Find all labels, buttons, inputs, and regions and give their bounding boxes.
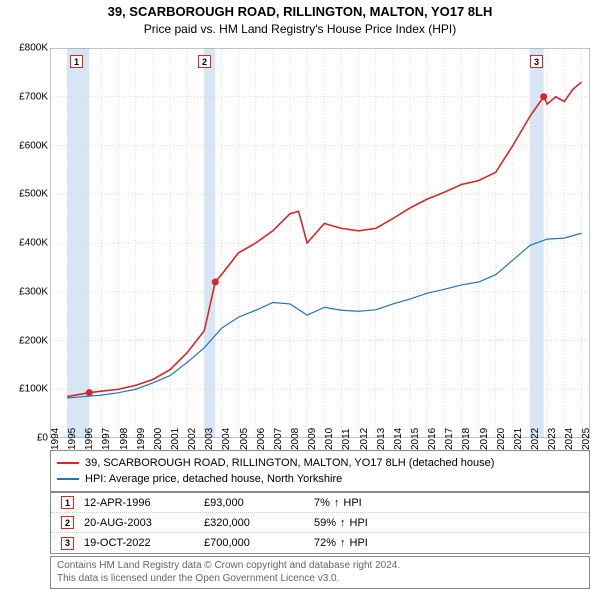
y-axis-tick: £300K [19, 286, 48, 297]
legend-swatch [57, 478, 79, 480]
sale-date: 12-APR-1996 [84, 497, 204, 509]
x-axis-tick: 2004 [221, 428, 232, 450]
x-axis-tick: 2003 [204, 428, 215, 450]
x-axis-tick: 2001 [170, 428, 181, 450]
x-axis-tick: 2007 [273, 428, 284, 450]
x-axis-tick: 2017 [444, 428, 455, 450]
footer-attribution: Contains HM Land Registry data © Crown c… [50, 556, 590, 589]
x-axis-tick: 1996 [84, 428, 95, 450]
sale-marker-box: 1 [61, 496, 74, 509]
footer-line2: This data is licensed under the Open Gov… [57, 573, 583, 586]
x-axis-tick: 2015 [410, 428, 421, 450]
legend: 39, SCARBOROUGH ROAD, RILLINGTON, MALTON… [50, 450, 590, 492]
y-axis-tick: £100K [19, 384, 48, 395]
arrow-up-icon: ↑ [334, 497, 340, 509]
chart-container: 39, SCARBOROUGH ROAD, RILLINGTON, MALTON… [0, 0, 600, 590]
y-axis-tick: £800K [19, 43, 48, 54]
diff-pct: 59% [314, 517, 336, 529]
x-axis-tick: 1995 [67, 428, 78, 450]
x-axis-tick: 2013 [376, 428, 387, 450]
x-axis-tick: 2020 [496, 428, 507, 450]
y-axis-tick: £500K [19, 189, 48, 200]
diff-pct: 72% [314, 537, 336, 549]
chart-title-line1: 39, SCARBOROUGH ROAD, RILLINGTON, MALTON… [0, 4, 600, 19]
sales-table-row: 3 19-OCT-2022£700,00072% ↑ HPI [51, 533, 589, 553]
x-axis-tick: 1999 [136, 428, 147, 450]
y-axis-tick: £400K [19, 238, 48, 249]
sale-marker-1: 1 [70, 55, 83, 68]
diff-label: HPI [343, 497, 361, 509]
x-axis-tick: 2016 [427, 428, 438, 450]
legend-label: HPI: Average price, detached house, Nort… [85, 473, 342, 485]
x-axis-tick: 1994 [50, 428, 61, 450]
x-axis-tick: 1998 [119, 428, 130, 450]
sales-table-row: 2 20-AUG-2003£320,00059% ↑ HPI [51, 513, 589, 533]
x-axis-tick: 2002 [187, 428, 198, 450]
sale-price: £93,000 [204, 497, 314, 509]
legend-item: 39, SCARBOROUGH ROAD, RILLINGTON, MALTON… [57, 455, 583, 471]
x-axis-tick: 2012 [359, 428, 370, 450]
diff-label: HPI [350, 537, 368, 549]
sale-marker-3: 3 [530, 55, 543, 68]
y-axis-tick: £700K [19, 91, 48, 102]
y-axis-tick: £200K [19, 335, 48, 346]
sale-date: 20-AUG-2003 [84, 517, 204, 529]
sale-marker-2: 2 [198, 55, 211, 68]
x-axis-tick: 2023 [547, 428, 558, 450]
x-axis-tick: 2009 [307, 428, 318, 450]
x-axis-tick: 2021 [513, 428, 524, 450]
y-axis-tick: £0 [37, 433, 48, 444]
arrow-up-icon: ↑ [340, 537, 346, 549]
sale-price: £320,000 [204, 517, 314, 529]
sale-diff: 72% ↑ HPI [314, 537, 444, 549]
chart-plot [50, 48, 590, 438]
x-axis-tick: 2011 [341, 428, 352, 450]
x-axis-tick: 2014 [393, 428, 404, 450]
legend-swatch [57, 462, 79, 464]
arrow-up-icon: ↑ [340, 517, 346, 529]
x-axis-tick: 2025 [581, 428, 592, 450]
x-axis-tick: 2019 [479, 428, 490, 450]
x-axis-tick: 2000 [153, 428, 164, 450]
y-axis-tick: £600K [19, 140, 48, 151]
x-axis-tick: 2010 [324, 428, 335, 450]
x-axis-tick: 2006 [256, 428, 267, 450]
x-axis-tick: 2018 [461, 428, 472, 450]
sale-marker-box: 3 [61, 537, 74, 550]
sale-date: 19-OCT-2022 [84, 537, 204, 549]
diff-pct: 7% [314, 497, 330, 509]
x-axis-tick: 1997 [101, 428, 112, 450]
x-axis-tick: 2024 [564, 428, 575, 450]
diff-label: HPI [350, 517, 368, 529]
x-axis-tick: 2022 [530, 428, 541, 450]
legend-item: HPI: Average price, detached house, Nort… [57, 471, 583, 487]
x-axis-tick: 2008 [290, 428, 301, 450]
sales-table: 112-APR-1996£93,0007%↑HPI220-AUG-2003£32… [50, 492, 590, 554]
footer-line1: Contains HM Land Registry data © Crown c… [57, 560, 583, 573]
x-axis-tick: 2005 [239, 428, 250, 450]
sales-table-row: 1 12-APR-1996£93,0007% ↑HPI [51, 493, 589, 513]
legend-label: 39, SCARBOROUGH ROAD, RILLINGTON, MALTON… [85, 457, 494, 469]
sale-marker-box: 2 [61, 516, 74, 529]
chart-title-line2: Price paid vs. HM Land Registry's House … [0, 22, 600, 36]
sale-diff: 59% ↑ HPI [314, 517, 444, 529]
sale-diff: 7% ↑HPI [314, 497, 444, 509]
sale-price: £700,000 [204, 537, 314, 549]
